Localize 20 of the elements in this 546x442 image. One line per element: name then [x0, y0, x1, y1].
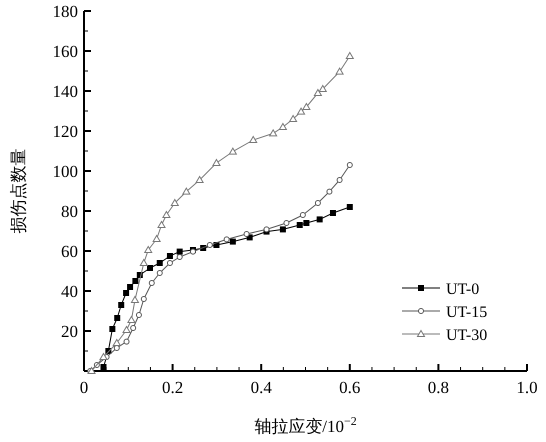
x-tick-label: 0.6 — [339, 378, 360, 397]
x-axis-title: 轴拉应变/10$^{−2}$ — [254, 414, 357, 436]
y-tick-label: 40 — [61, 282, 78, 301]
y-axis-title: 损伤点数量 — [9, 148, 28, 234]
x-tick-label: 1.0 — [516, 378, 538, 397]
x-tick-label: 0 — [80, 378, 88, 397]
y-tick-label: 120 — [52, 122, 78, 141]
x-tick-label: 0.4 — [250, 378, 272, 397]
y-tick-label: 180 — [52, 2, 78, 21]
y-tick-label: 60 — [61, 242, 78, 261]
y-tick-label: 80 — [61, 202, 78, 221]
y-tick-label: 20 — [61, 322, 78, 341]
x-tick-label: 0.8 — [428, 378, 450, 397]
y-tick-label: 100 — [52, 162, 78, 181]
y-tick-label: 160 — [52, 42, 78, 61]
legend-label: UT-15 — [446, 304, 488, 321]
y-tick-label: 140 — [52, 82, 78, 101]
legend-label: UT-30 — [446, 327, 488, 344]
x-tick-label: 0.2 — [162, 378, 184, 397]
legend-label: UT-0 — [446, 281, 480, 298]
